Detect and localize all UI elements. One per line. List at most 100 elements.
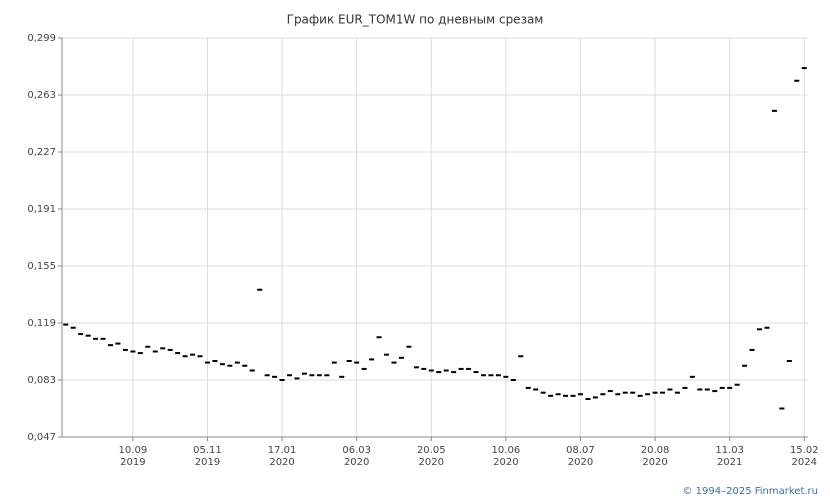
data-point <box>607 390 613 393</box>
data-point <box>421 367 427 370</box>
data-point <box>182 355 188 358</box>
data-point <box>697 388 703 391</box>
data-point <box>600 393 606 396</box>
data-point <box>294 377 300 380</box>
data-point <box>354 361 360 364</box>
data-point <box>219 363 225 366</box>
y-tick-label: 0,047 <box>27 432 56 443</box>
data-point <box>801 67 807 70</box>
data-point <box>548 394 554 397</box>
data-point <box>652 391 658 394</box>
data-point <box>115 342 121 345</box>
data-point <box>719 386 725 389</box>
data-point <box>660 391 666 394</box>
data-point <box>301 372 307 375</box>
data-point <box>764 326 770 329</box>
data-point <box>674 391 680 394</box>
data-point <box>190 353 196 356</box>
data-point <box>130 350 136 353</box>
data-point <box>540 391 546 394</box>
y-tick-label: 0,191 <box>27 204 56 215</box>
data-point <box>227 364 233 367</box>
data-point <box>287 374 293 377</box>
data-point <box>242 364 248 367</box>
data-point <box>786 360 792 362</box>
x-tick-year: 2020 <box>642 457 667 468</box>
data-point <box>749 348 755 351</box>
y-tick-label: 0,155 <box>27 261 56 272</box>
data-point <box>85 334 91 337</box>
x-tick-label: 20.05 <box>417 445 446 456</box>
data-point <box>428 369 434 372</box>
x-tick-label: 10.09 <box>119 445 148 456</box>
y-tick-label: 0,083 <box>27 375 56 386</box>
x-tick-label: 15.02 <box>790 445 819 456</box>
data-point <box>592 396 598 399</box>
y-tick-label: 0,299 <box>27 33 56 44</box>
x-tick-year: 2019 <box>195 457 220 468</box>
data-point <box>712 390 718 393</box>
x-tick-label: 11.03 <box>715 445 744 456</box>
data-point <box>727 386 733 389</box>
data-point <box>384 353 390 356</box>
data-point <box>488 374 494 377</box>
data-point <box>167 348 173 351</box>
data-point <box>443 369 449 372</box>
data-point <box>555 393 561 396</box>
x-tick-year: 2020 <box>493 457 518 468</box>
data-point <box>525 386 531 389</box>
x-tick-label: 08.07 <box>566 445 595 456</box>
data-point <box>376 336 382 339</box>
data-point <box>585 398 591 400</box>
data-point <box>734 383 740 386</box>
data-point <box>70 326 76 329</box>
data-point <box>324 374 330 377</box>
data-point <box>100 337 106 340</box>
x-tick-label: 17.01 <box>268 445 297 456</box>
data-point <box>630 391 636 394</box>
data-point <box>175 352 181 355</box>
data-point <box>495 374 501 377</box>
x-tick-label: 20.08 <box>641 445 670 456</box>
data-point <box>406 345 412 348</box>
data-point <box>742 364 748 367</box>
data-point <box>577 393 583 396</box>
data-point <box>264 374 270 377</box>
x-tick-year: 2024 <box>792 457 817 468</box>
data-point <box>331 361 337 364</box>
data-point <box>391 361 397 364</box>
y-tick-label: 0,119 <box>27 318 56 329</box>
data-point <box>637 394 643 397</box>
data-point <box>339 375 345 378</box>
data-point <box>107 344 113 347</box>
data-point <box>704 388 710 391</box>
data-point <box>78 333 84 336</box>
data-point <box>122 348 128 351</box>
data-point <box>682 386 688 389</box>
data-point <box>466 367 472 370</box>
data-point <box>145 345 151 348</box>
data-point <box>458 367 464 370</box>
data-point <box>257 288 263 291</box>
data-point <box>212 360 218 362</box>
x-tick-label: 10.06 <box>492 445 521 456</box>
data-point <box>689 375 695 378</box>
data-point <box>152 350 158 353</box>
x-tick-label: 05.11 <box>193 445 222 456</box>
data-point <box>413 366 419 369</box>
data-point <box>436 371 442 374</box>
data-point <box>503 375 509 378</box>
data-point <box>197 355 203 358</box>
data-point <box>316 374 322 377</box>
copyright[interactable]: © 1994–2025 Finmarket.ru <box>682 486 818 497</box>
data-point <box>615 393 621 396</box>
data-point <box>563 394 569 397</box>
data-point <box>480 374 486 377</box>
data-point <box>137 352 143 355</box>
x-tick-year: 2019 <box>120 457 145 468</box>
chart-title: График EUR_TOM1W по дневным срезам <box>287 13 544 27</box>
x-tick-year: 2020 <box>269 457 294 468</box>
data-point <box>473 371 479 374</box>
x-tick-year: 2020 <box>419 457 444 468</box>
